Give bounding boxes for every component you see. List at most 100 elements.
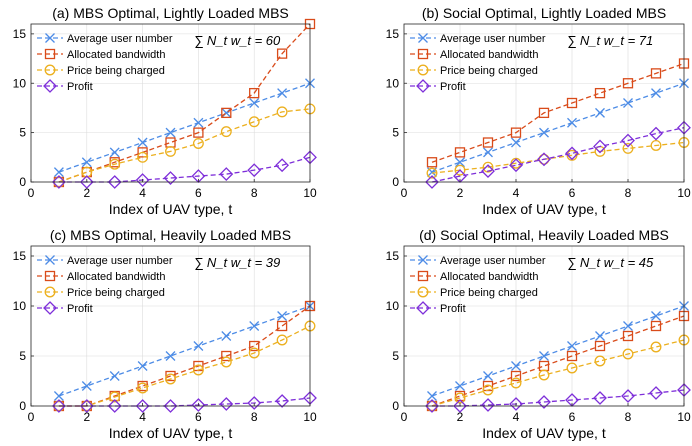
data-point [593,139,607,154]
legend-marker [45,33,55,43]
data-point [621,133,635,148]
x-tick-label: 2 [457,410,464,424]
y-tick-label: 0 [19,399,26,413]
legend-marker [44,64,56,76]
legend-label: Profit [440,81,466,93]
data-point [248,116,260,128]
data-point [426,167,438,179]
data-point [247,163,262,178]
data-point [511,137,521,148]
data-point [135,173,150,187]
data-point [220,126,232,138]
legend-label: Allocated bandwidth [440,49,538,61]
data-point [51,399,66,413]
data-point [426,157,438,168]
data-point [509,397,523,411]
data-point [221,331,232,341]
data-point [539,127,549,138]
data-point [566,97,578,109]
chart-panel-3: 0 2 4 6 8 10 0 5 10 15 (c) MBS Optimal, Heavily Lo… [13,227,317,441]
series-line [431,141,685,174]
plot-frame [403,245,685,407]
sum-annotation: ∑ N_t w_t = 60 [194,33,281,48]
data-point [275,394,290,408]
data-point [567,117,577,128]
data-point [137,151,149,163]
plot-frame [403,23,685,183]
data-point [107,175,122,189]
series-1 [427,78,689,178]
legend-marker [44,48,56,60]
y-tick-label: 5 [392,126,399,140]
data-point [107,399,122,413]
series-line [58,305,311,397]
x-tick-label: 10 [303,186,317,200]
data-point [481,164,495,179]
data-point [165,137,176,148]
y-tick-label: 5 [19,126,26,140]
series-line [58,108,311,183]
data-point [221,107,232,119]
series-line [431,315,685,407]
y-tick-label: 15 [386,249,400,263]
data-point [454,147,466,158]
y-tick-label: 0 [19,175,26,189]
data-point [538,369,550,381]
data-point [453,399,467,413]
data-point [510,127,522,138]
x-tick-label: 2 [457,186,464,200]
series-2 [426,310,690,412]
y-tick-label: 0 [392,175,399,189]
data-point [538,107,550,119]
data-point [221,107,232,118]
series-line [58,397,311,407]
data-point [81,381,92,391]
series-line [432,389,685,407]
series-line [431,62,685,163]
y-tick-label: 15 [13,27,27,41]
x-axis-label: Index of UAV type, t [109,201,233,217]
chart-panel-1: 0 2 4 6 8 10 0 5 10 15 (a) MBS Optimal, Lightly Lo… [13,5,317,217]
x-tick-label: 10 [677,186,691,200]
chart-title: (d) Social Optimal, Heavily Loaded MBS [419,227,669,243]
data-point [249,98,260,108]
y-tick-label: 5 [392,349,399,363]
y-tick-label: 5 [19,349,26,363]
series-line [431,339,685,407]
data-point [539,351,549,361]
x-tick-label: 0 [28,410,35,424]
x-tick-label: 8 [625,410,632,424]
data-point [537,152,551,167]
y-tick-label: 10 [13,76,27,90]
data-point [219,397,234,411]
legend-marker [417,286,429,298]
plot-frame [30,245,311,407]
y-tick-label: 10 [386,299,400,313]
series-4 [51,391,317,413]
x-tick-label: 8 [625,186,632,200]
data-point [137,361,148,371]
data-point [511,361,521,371]
x-axis-label: Index of UAV type, t [109,425,233,441]
y-tick-label: 10 [13,299,27,313]
data-point [481,398,495,412]
x-tick-label: 4 [513,410,520,424]
data-point [163,399,178,413]
data-point [650,68,662,79]
data-point [623,98,633,108]
data-point [53,391,64,401]
series-1 [427,301,689,401]
series-3 [426,137,690,179]
data-point [425,175,439,189]
data-point [137,382,149,394]
legend-marker [43,79,57,93]
data-point [649,126,663,141]
x-tick-label: 6 [569,410,576,424]
data-point [455,157,465,168]
data-point [537,395,551,409]
series-3 [426,334,690,412]
x-tick-label: 2 [83,410,90,424]
series-line [431,82,685,173]
data-point [193,117,204,128]
data-point [109,158,121,170]
